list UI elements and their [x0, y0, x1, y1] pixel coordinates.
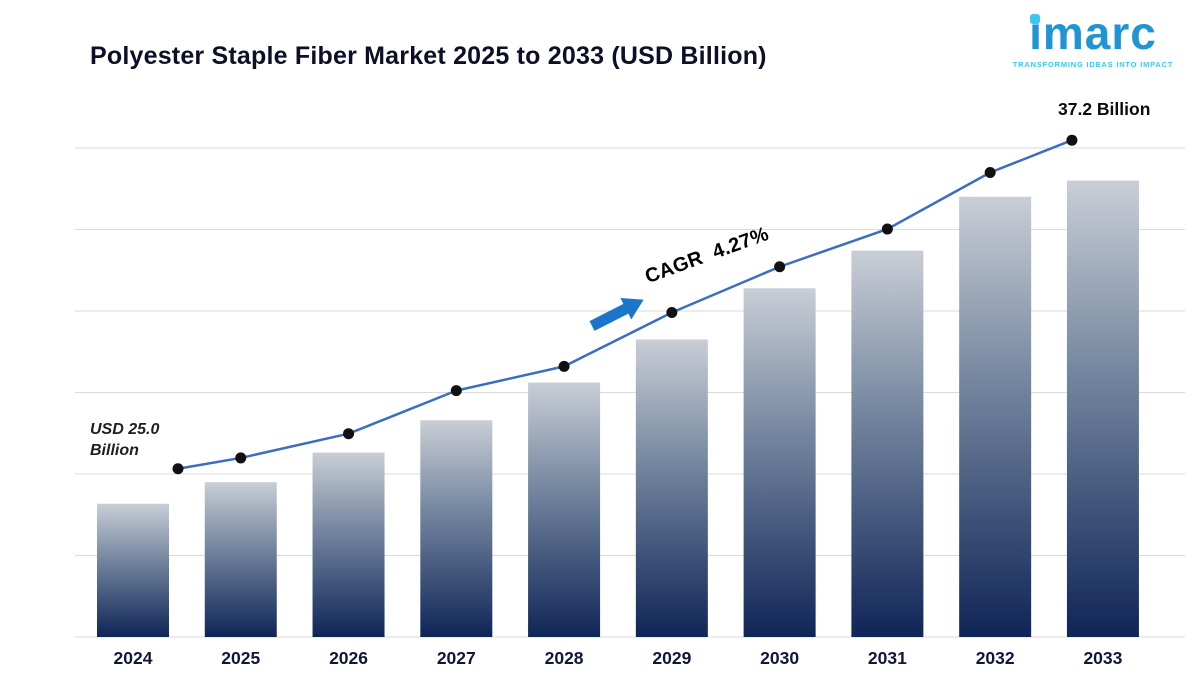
data-point-2030	[774, 261, 786, 273]
data-point-2033	[1066, 134, 1078, 146]
end-value-annotation: 37.2 Billion	[1058, 99, 1151, 119]
start-value-annotation: USD 25.0 Billion	[90, 420, 159, 462]
x-label-2033: 2033	[1083, 648, 1122, 668]
cagr-arrow-icon	[589, 298, 644, 331]
page-title: Polyester Staple Fiber Market 2025 to 20…	[90, 42, 767, 70]
bar-2029	[635, 339, 708, 637]
imarc-logo: ı marc TRANSFORMING IDEAS INTO IMPACT	[1007, 10, 1179, 69]
bar-2024	[97, 503, 169, 637]
bar-2033	[1066, 180, 1139, 637]
bar-2026	[312, 452, 385, 637]
bar-2030	[743, 288, 816, 637]
data-point-2032	[984, 167, 996, 179]
bar-2027	[420, 420, 493, 637]
bar-2025	[204, 482, 277, 637]
data-point-2024	[172, 463, 184, 475]
bar-2028	[528, 382, 601, 637]
data-point-2025	[235, 452, 247, 464]
bar-2031	[851, 250, 924, 637]
x-label-2032: 2032	[976, 648, 1015, 668]
x-label-2024: 2024	[114, 648, 153, 668]
data-point-2029	[666, 307, 678, 319]
logo-letter-i: ı	[1029, 10, 1043, 56]
logo-i-dot-icon	[1030, 14, 1041, 24]
x-label-2026: 2026	[329, 648, 368, 668]
data-point-2028	[558, 360, 570, 372]
data-point-2027	[450, 385, 462, 397]
bar-2032	[959, 196, 1032, 637]
x-label-2030: 2030	[760, 648, 799, 668]
x-label-2025: 2025	[221, 648, 260, 668]
start-value-line2: Billion	[90, 441, 139, 459]
logo-word-rest: marc	[1042, 7, 1157, 59]
x-label-2028: 2028	[545, 648, 584, 668]
trend-line	[177, 139, 1073, 470]
x-label-2027: 2027	[437, 648, 476, 668]
data-point-2026	[343, 428, 355, 440]
data-point-2031	[881, 223, 893, 235]
imarc-tagline: TRANSFORMING IDEAS INTO IMPACT	[1012, 60, 1174, 69]
x-label-2031: 2031	[868, 648, 907, 668]
x-label-2029: 2029	[652, 648, 691, 668]
start-value-line1: USD 25.0	[90, 421, 160, 438]
imarc-logo-word: ı marc	[1007, 10, 1179, 56]
